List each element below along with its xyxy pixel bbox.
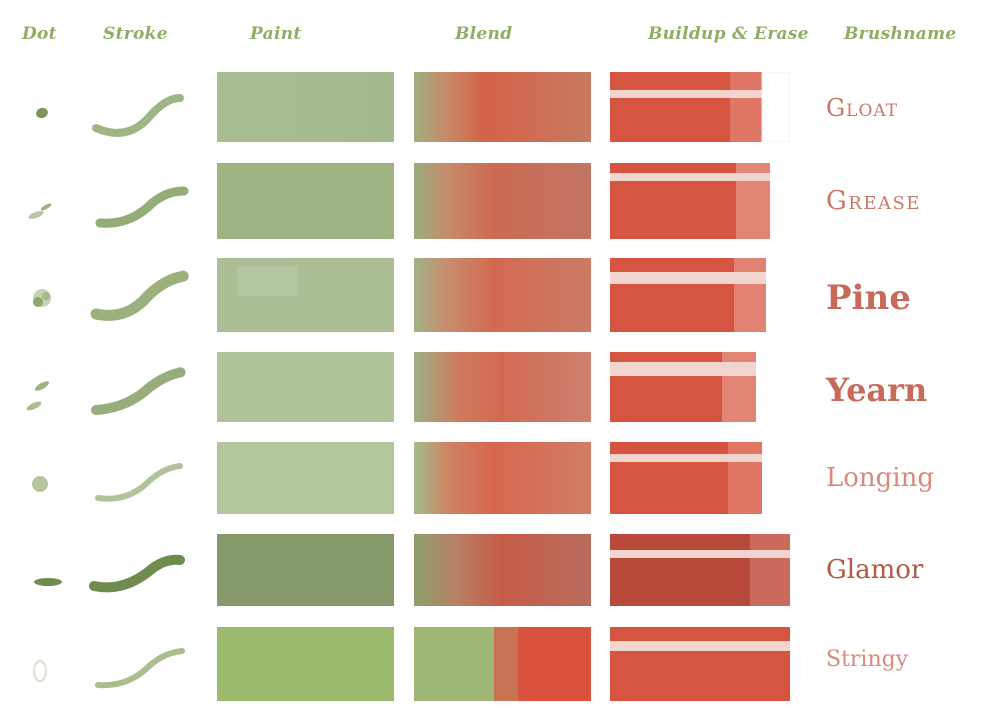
blend-swatch (414, 534, 591, 606)
paint-swatch (217, 627, 394, 701)
stroke-sample (88, 538, 198, 606)
stroke-sample (88, 631, 198, 699)
paint-swatch (217, 442, 394, 514)
blend-swatch (414, 258, 591, 332)
brush-name: Gloat (826, 94, 899, 122)
brush-name: Grease (826, 186, 921, 216)
buildup-erase-swatch (610, 163, 790, 239)
paint-swatch (217, 258, 394, 332)
buildup-erase-swatch (610, 258, 790, 332)
header-blend: Blend (455, 24, 513, 44)
dot-sample (18, 173, 66, 229)
header-dot: Dot (22, 24, 57, 44)
header-brushname: Brushname (844, 24, 957, 44)
brush-row-gloat[interactable]: Gloat (0, 72, 1005, 148)
brush-name: Pine (826, 278, 911, 318)
buildup-erase-swatch (610, 352, 790, 422)
brush-name: Glamor (826, 555, 924, 585)
blend-swatch (414, 163, 591, 239)
dot-sample (18, 82, 66, 138)
brush-row-glamor[interactable]: Glamor (0, 534, 1005, 610)
paint-swatch (217, 163, 394, 239)
blend-swatch (414, 352, 591, 422)
stroke-sample (88, 262, 198, 330)
blend-swatch (414, 442, 591, 514)
blend-swatch (414, 627, 591, 701)
brush-name: Yearn (826, 371, 928, 409)
stroke-sample (88, 167, 198, 235)
paint-swatch (217, 534, 394, 606)
paint-swatch (217, 72, 394, 142)
stroke-sample (88, 356, 198, 424)
blend-swatch (414, 72, 591, 142)
brush-row-longing[interactable]: Longing (0, 442, 1005, 518)
brush-row-grease[interactable]: Grease (0, 163, 1005, 239)
buildup-erase-swatch (610, 72, 790, 142)
dot-sample (18, 452, 66, 508)
brush-row-yearn[interactable]: Yearn (0, 352, 1005, 428)
header-stroke: Stroke (103, 24, 168, 44)
header-paint: Paint (250, 24, 302, 44)
dot-sample (18, 637, 66, 693)
brush-row-stringy[interactable]: Stringy (0, 627, 1005, 703)
buildup-erase-swatch (610, 442, 790, 514)
buildup-erase-swatch (610, 534, 790, 606)
stroke-sample (88, 76, 198, 144)
buildup-erase-swatch (610, 627, 790, 701)
brush-name: Longing (826, 463, 935, 493)
dot-sample (18, 362, 66, 418)
brush-name: Stringy (826, 646, 909, 672)
header-buildup-erase: Buildup & Erase (648, 24, 809, 44)
stroke-sample (88, 446, 198, 514)
paint-swatch (217, 352, 394, 422)
dot-sample (18, 544, 66, 600)
brush-row-pine[interactable]: Pine (0, 258, 1005, 334)
dot-sample (18, 268, 66, 324)
